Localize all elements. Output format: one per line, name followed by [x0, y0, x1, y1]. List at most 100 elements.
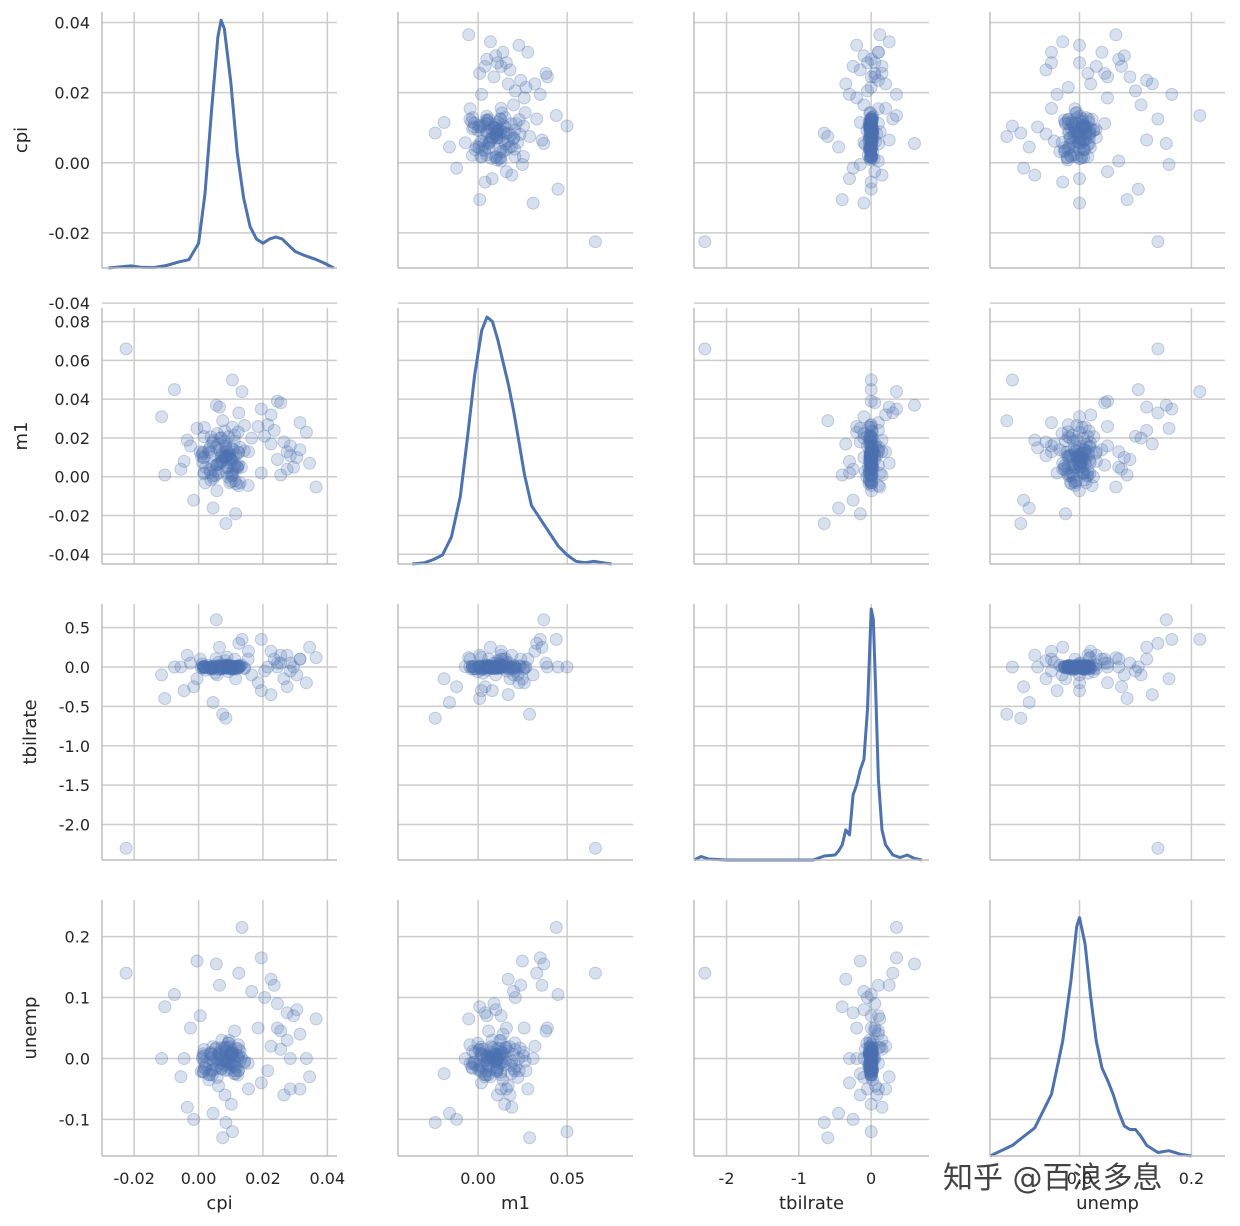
scatter-point — [223, 1048, 237, 1062]
scatter-point — [1070, 111, 1084, 125]
scatter-point — [1087, 470, 1100, 484]
scatter-point — [428, 1116, 442, 1129]
scatter-point — [698, 235, 712, 249]
scatter-point — [857, 196, 871, 210]
scatter-point — [1045, 644, 1058, 658]
scatter-point — [480, 659, 494, 673]
scatter-point — [1074, 132, 1088, 146]
scatter-point — [1078, 662, 1092, 676]
scatter-point — [480, 109, 494, 123]
scatter-point — [1089, 454, 1103, 468]
scatter-point — [214, 450, 228, 464]
scatter-point — [1073, 454, 1086, 468]
scatter-point — [237, 444, 251, 458]
scatter-point — [865, 125, 879, 139]
scatter-point — [212, 662, 225, 676]
scatter-point — [479, 662, 493, 675]
scatter-point — [190, 421, 204, 435]
scatter-point — [1073, 410, 1086, 424]
scatter-point — [850, 38, 864, 52]
scatter-point — [502, 661, 516, 675]
scatter-point — [864, 439, 878, 453]
scatter-point — [229, 477, 243, 491]
scatter-point — [1058, 463, 1072, 477]
scatter-point — [864, 143, 878, 156]
scatter-point — [303, 1070, 317, 1084]
scatter-point — [865, 151, 878, 165]
scatter-point — [865, 448, 879, 462]
scatter-point — [242, 644, 255, 658]
scatter-point — [193, 652, 207, 666]
scatter-point — [219, 1116, 233, 1129]
scatter-point — [864, 112, 878, 126]
scatter-point — [1061, 80, 1075, 94]
scatter-point — [1059, 507, 1072, 521]
scatter-point — [225, 662, 239, 676]
scatter-point — [866, 145, 880, 159]
scatter-point — [1067, 140, 1080, 154]
scatter-point — [483, 660, 497, 674]
scatter-point — [864, 467, 878, 481]
scatter-point — [864, 460, 878, 474]
scatter-point — [480, 126, 494, 140]
scatter-point — [1089, 446, 1103, 460]
scatter-point — [521, 45, 535, 59]
panel-cpi-vs-cpi — [101, 12, 337, 304]
scatter-point — [221, 659, 235, 673]
scatter-point — [1017, 161, 1031, 175]
scatter-point — [491, 656, 504, 670]
scatter-point — [228, 1059, 242, 1073]
scatter-point — [516, 660, 530, 674]
scatter-point — [254, 684, 268, 698]
scatter-point — [864, 446, 878, 460]
y-tick-label-cpi: -0.02 — [49, 224, 90, 243]
y-tick-label-m1: 0.06 — [54, 351, 90, 370]
scatter-point — [865, 460, 879, 474]
scatter-point — [821, 414, 835, 428]
scatter-point — [299, 425, 313, 439]
scatter-point — [1078, 473, 1092, 487]
scatter-point — [487, 70, 501, 84]
scatter-point — [206, 1054, 220, 1068]
scatter-point — [879, 101, 893, 115]
scatter-point — [231, 659, 245, 673]
scatter-point — [863, 150, 877, 163]
scatter-point — [1063, 660, 1077, 674]
scatter-point — [865, 124, 879, 138]
scatter-point — [865, 150, 879, 164]
scatter-point — [223, 456, 237, 470]
scatter-point — [264, 437, 278, 451]
scatter-point — [1064, 448, 1078, 462]
scatter-point — [210, 1059, 224, 1073]
scatter-point — [480, 663, 494, 677]
scatter-point — [1014, 711, 1028, 725]
scatter-point — [1089, 445, 1103, 459]
scatter-point — [1072, 143, 1086, 157]
scatter-point — [511, 136, 525, 149]
scatter-point — [1117, 49, 1131, 63]
panel-cpi-vs-tbilrate — [693, 12, 929, 304]
scatter-point — [1129, 84, 1142, 98]
scatter-point — [1064, 122, 1078, 136]
scatter-point — [865, 445, 879, 459]
scatter-point — [261, 660, 275, 674]
scatter-point — [1064, 661, 1078, 675]
scatter-point — [1063, 431, 1077, 445]
scatter-point — [155, 410, 169, 424]
scatter-point — [1058, 445, 1072, 459]
scatter-point — [496, 133, 509, 147]
scatter-point — [475, 684, 488, 698]
scatter-point — [474, 150, 488, 164]
scatter-point — [205, 459, 219, 472]
scatter-point — [1073, 196, 1086, 210]
y-tick-label-unemp: -0.1 — [59, 1110, 90, 1129]
scatter-point — [229, 1067, 243, 1081]
scatter-point — [1070, 661, 1084, 675]
scatter-point — [232, 446, 246, 460]
scatter-point — [1080, 660, 1094, 674]
scatter-point — [1072, 129, 1086, 143]
scatter-point — [875, 1100, 889, 1114]
scatter-point — [206, 469, 220, 483]
scatter-point — [221, 665, 235, 679]
scatter-point — [489, 1063, 503, 1077]
